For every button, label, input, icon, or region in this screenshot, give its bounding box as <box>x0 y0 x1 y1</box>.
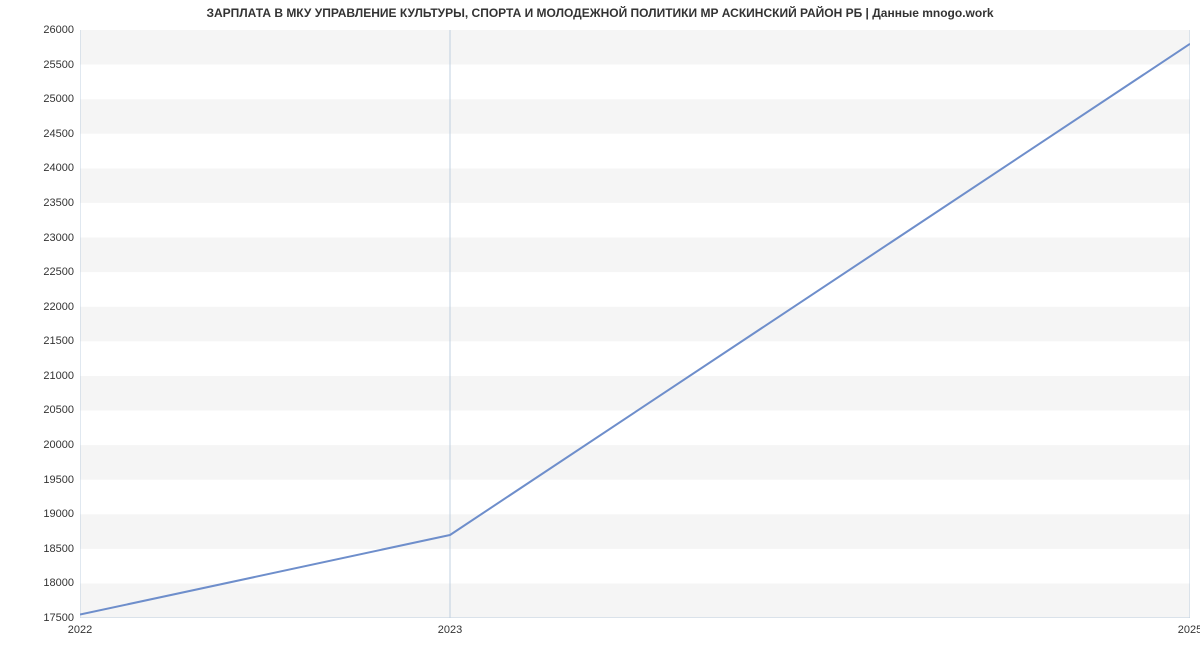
salary-line-chart: ЗАРПЛАТА В МКУ УПРАВЛЕНИЕ КУЛЬТУРЫ, СПОР… <box>0 0 1200 650</box>
x-tick-label: 2025 <box>1178 624 1200 636</box>
plot-area: 1750018000185001900019500200002050021000… <box>80 30 1190 618</box>
y-tick-label: 24500 <box>43 128 74 140</box>
y-tick-label: 20000 <box>43 439 74 451</box>
y-tick-label: 21500 <box>43 335 74 347</box>
y-tick-label: 19500 <box>43 474 74 486</box>
y-tick-label: 22500 <box>43 266 74 278</box>
y-tick-label: 17500 <box>43 612 74 624</box>
y-tick-label: 26000 <box>43 24 74 36</box>
y-tick-label: 23500 <box>43 197 74 209</box>
x-tick-label: 2023 <box>438 624 462 636</box>
plot-svg <box>80 30 1190 618</box>
y-tick-label: 22000 <box>43 301 74 313</box>
y-tick-label: 23000 <box>43 232 74 244</box>
y-tick-label: 18500 <box>43 543 74 555</box>
y-tick-label: 25500 <box>43 59 74 71</box>
y-tick-label: 25000 <box>43 93 74 105</box>
y-tick-label: 20500 <box>43 404 74 416</box>
y-tick-label: 19000 <box>43 508 74 520</box>
y-tick-label: 24000 <box>43 162 74 174</box>
y-tick-label: 18000 <box>43 577 74 589</box>
x-tick-label: 2022 <box>68 624 92 636</box>
y-tick-label: 21000 <box>43 370 74 382</box>
chart-title: ЗАРПЛАТА В МКУ УПРАВЛЕНИЕ КУЛЬТУРЫ, СПОР… <box>0 6 1200 20</box>
